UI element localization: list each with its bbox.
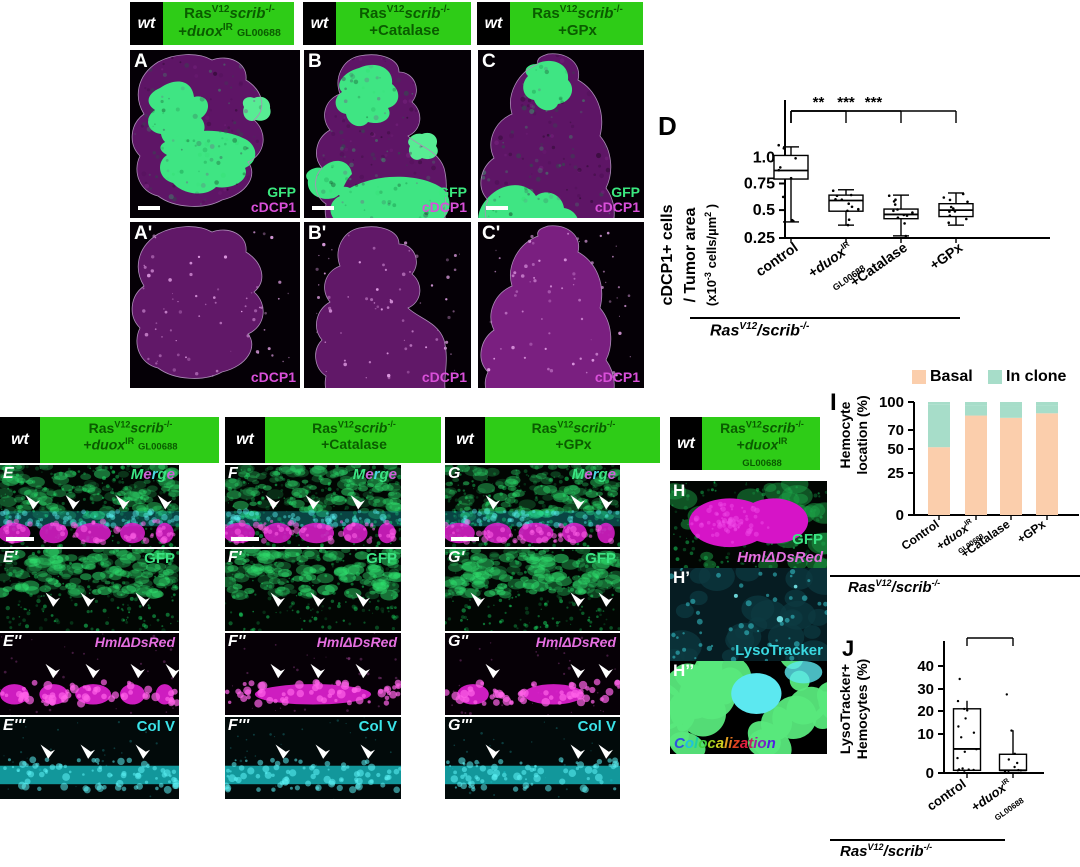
svg-text:0: 0 bbox=[926, 765, 934, 782]
svg-text:70: 70 bbox=[887, 422, 904, 439]
svg-text:***: *** bbox=[865, 94, 883, 111]
svg-text:10: 10 bbox=[917, 726, 934, 743]
svg-text:30: 30 bbox=[917, 681, 934, 698]
svg-text:1.0: 1.0 bbox=[753, 150, 775, 167]
svg-text:25: 25 bbox=[887, 465, 904, 482]
svg-text:*: * bbox=[987, 634, 994, 640]
svg-text:I: I bbox=[830, 389, 837, 416]
svg-text:40: 40 bbox=[917, 658, 934, 675]
svg-text:location (%): location (%) bbox=[854, 395, 870, 474]
svg-text:(x10-3 cells/µm2 ): (x10-3 cells/µm2 ) bbox=[703, 204, 719, 306]
svg-text:J: J bbox=[842, 636, 854, 661]
svg-text:20: 20 bbox=[917, 703, 934, 720]
svg-text:Hemocytes (%): Hemocytes (%) bbox=[854, 659, 870, 759]
svg-text:cDCP1+ cells: cDCP1+ cells bbox=[659, 204, 676, 305]
svg-text:***: *** bbox=[837, 94, 855, 111]
svg-text:Hemocyte: Hemocyte bbox=[837, 401, 853, 468]
svg-text:D: D bbox=[658, 111, 677, 141]
svg-text:**: ** bbox=[813, 94, 825, 111]
svg-text:0.75: 0.75 bbox=[744, 176, 775, 193]
svg-text:50: 50 bbox=[887, 441, 904, 458]
svg-text:0: 0 bbox=[896, 507, 904, 524]
svg-text:0.25: 0.25 bbox=[744, 230, 775, 247]
svg-text:LysoTracker+: LysoTracker+ bbox=[837, 664, 853, 754]
svg-text:/ Tumor area: / Tumor area bbox=[682, 207, 699, 302]
svg-text:100: 100 bbox=[879, 394, 904, 411]
svg-text:0.5: 0.5 bbox=[753, 202, 775, 219]
